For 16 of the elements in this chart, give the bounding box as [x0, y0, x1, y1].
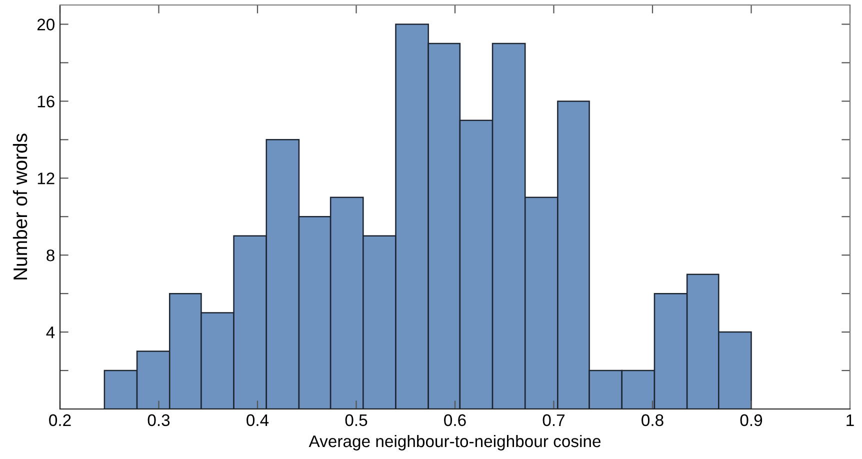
x-tick-label: 0.7: [542, 414, 564, 426]
x-tick-label: 0.8: [642, 414, 664, 426]
x-tick-label: 0.6: [444, 414, 466, 426]
x-tick-label: 1: [846, 414, 854, 426]
y-tick-label: 8: [46, 249, 54, 262]
x-tick-label: 0.2: [49, 414, 71, 426]
x-tick-label: 0.5: [345, 414, 368, 426]
y-tick-label: 20: [37, 18, 54, 30]
y-tick-label: 16: [38, 96, 54, 108]
y-tick-label: 4: [46, 326, 55, 338]
y-axis-title: Number of words: [12, 134, 28, 280]
x-tick-label: 0.3: [148, 414, 170, 426]
x-tick-label: 0.9: [740, 414, 762, 426]
x-tick-label: 0.4: [246, 414, 269, 426]
x-axis-title: Average neighbour-to-neighbour cosine: [308, 434, 601, 450]
y-tick-label: 12: [38, 172, 54, 184]
